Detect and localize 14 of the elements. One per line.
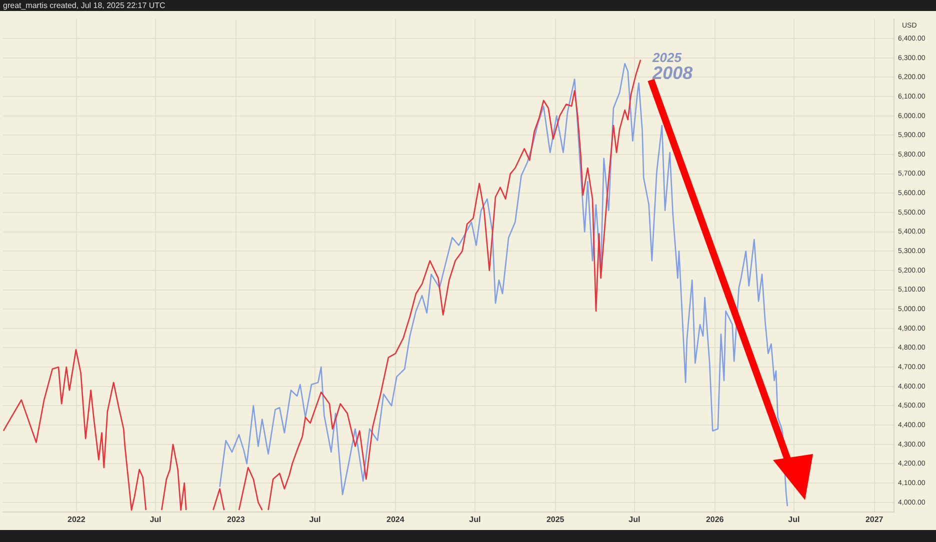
x-tick-label: 2026 [706, 515, 724, 524]
series-label: 2008 [652, 62, 693, 83]
x-tick-label: Jul [309, 515, 321, 524]
x-tick-label: 2024 [386, 515, 405, 524]
x-tick-label: Jul [469, 515, 481, 524]
x-tick-label: 2022 [68, 515, 86, 524]
x-tick-label: Jul [150, 515, 162, 524]
text: great_martis created, Jul 18, 2025 22:17 UTC [3, 1, 166, 10]
x-tick-label: 2025 [546, 515, 565, 524]
x-tick-label: Jul [788, 515, 800, 524]
x-tick-label: 2027 [865, 515, 884, 524]
x-tick-label: Jul [628, 515, 640, 524]
series-label: 2025 [652, 50, 682, 65]
x-tick-label: 2023 [227, 515, 246, 524]
